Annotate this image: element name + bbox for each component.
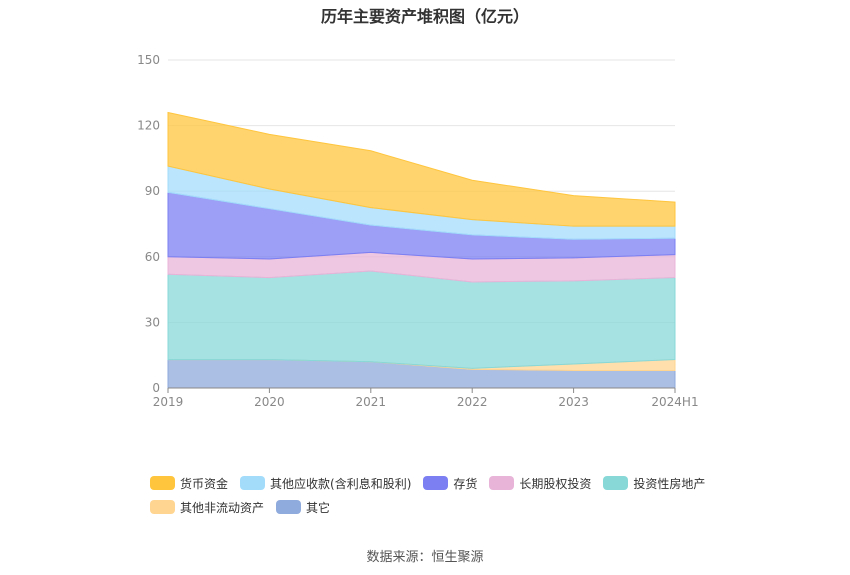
legend-swatch — [150, 500, 175, 514]
legend-item[interactable]: 其他应收款(含利息和股利) — [240, 474, 411, 492]
legend-label: 其它 — [306, 500, 331, 515]
data-source-note: 数据来源：恒生聚源 — [366, 550, 484, 565]
legend-swatch — [150, 476, 175, 490]
legend-item[interactable]: 其他非流动资产 — [150, 498, 264, 516]
x-tick-label: 2021 — [356, 395, 387, 409]
chart-legend: 货币资金 其他应收款(含利息和股利) 存货 长期股权投资 投资性房地产其他非流动资产 其它 — [150, 474, 730, 522]
area-投资性房地产 — [167, 270, 676, 369]
area-货币资金 — [167, 111, 676, 227]
legend-swatch — [603, 476, 629, 490]
legend-item[interactable]: 其它 — [276, 498, 330, 516]
legend-item[interactable]: 长期股权投资 — [489, 474, 591, 492]
legend-swatch — [423, 476, 449, 490]
legend-label: 长期股权投资 — [519, 476, 592, 491]
legend-swatch — [276, 500, 302, 514]
axes: 0 30 60 90 120 150 2019 2020 2021 2022 2023 2024H1 — [137, 53, 699, 409]
area-series — [167, 111, 676, 389]
legend-swatch — [489, 476, 515, 490]
legend-item[interactable]: 货币资金 — [150, 474, 228, 492]
legend-label: 投资性房地产 — [633, 476, 706, 491]
legend-swatch — [240, 476, 266, 490]
x-tick-label: 2022 — [457, 395, 488, 409]
y-tick-label: 0 — [152, 381, 160, 395]
chart-title: 历年主要资产堆积图（亿元） — [320, 7, 529, 26]
y-tick-label: 150 — [137, 53, 160, 67]
x-tick-label: 2024H1 — [651, 395, 698, 409]
y-tick-label: 120 — [137, 119, 160, 133]
y-tick-label: 30 — [145, 315, 160, 329]
legend-item[interactable]: 投资性房地产 — [603, 474, 705, 492]
legend-label: 存货 — [453, 476, 478, 491]
x-tick-label: 2020 — [254, 395, 285, 409]
y-tick-label: 60 — [145, 250, 160, 264]
legend-label: 其他非流动资产 — [180, 500, 265, 515]
y-tick-label: 90 — [145, 184, 160, 198]
legend-label: 货币资金 — [180, 476, 229, 491]
x-tick-label: 2023 — [558, 395, 589, 409]
legend-item[interactable]: 存货 — [423, 474, 477, 492]
legend-label: 其他应收款(含利息和股利) — [270, 476, 412, 491]
stacked-area-chart: 0 30 60 90 120 150 2019 2020 2021 2022 2023 2024H1 — [137, 53, 699, 409]
x-tick-label: 2019 — [153, 395, 184, 409]
